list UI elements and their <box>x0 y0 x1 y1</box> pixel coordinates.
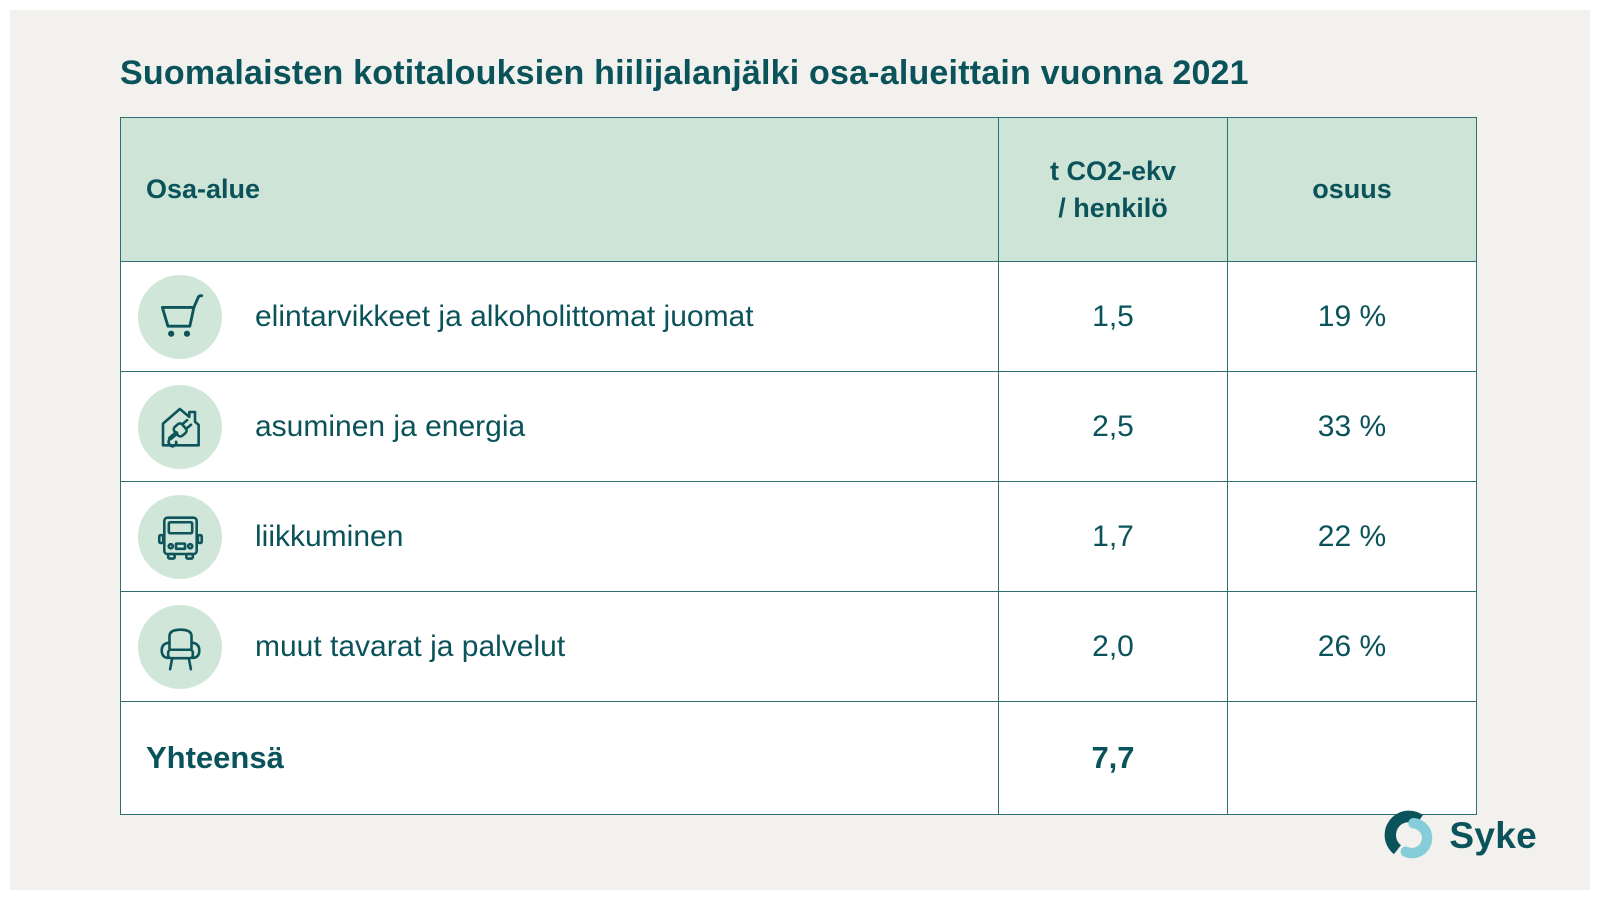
area-cell: liikkuminen <box>121 482 998 591</box>
share-cell: 19 % <box>1227 262 1476 371</box>
table-row-total: Yhteensä 7,7 <box>121 701 1476 814</box>
syke-logo-icon <box>1384 810 1433 859</box>
value-cell: 1,5 <box>998 262 1227 371</box>
header-osa-alue: Osa-alue <box>121 118 998 261</box>
total-label: Yhteensä <box>146 740 284 775</box>
page-content: Suomalaisten kotitalouksien hiilijalanjä… <box>10 10 1590 815</box>
page-background: Suomalaisten kotitalouksien hiilijalanjä… <box>10 10 1590 890</box>
area-cell: elintarvikkeet ja alkoholittomat juomat <box>121 262 998 371</box>
table-row-housing: asuminen ja energia 2,5 33 % <box>121 371 1476 481</box>
share-value: 19 % <box>1317 299 1387 333</box>
syke-logo-text: Syke <box>1449 815 1537 856</box>
total-label-cell: Yhteensä <box>121 702 998 814</box>
table-header-row: Osa-alue t CO2-ekv / henkilö osuus <box>121 118 1476 261</box>
per-person-value: 1,7 <box>1092 519 1134 553</box>
header-per-person-label: t CO2-ekv / henkilö <box>1049 156 1177 223</box>
page-title: Suomalaisten kotitalouksien hiilijalanjä… <box>120 54 1249 92</box>
row-label: elintarvikkeet ja alkoholittomat juomat <box>255 299 754 333</box>
armchair-icon <box>138 604 222 689</box>
share-cell: 33 % <box>1227 372 1476 481</box>
total-per-person-value: 7,7 <box>1091 740 1135 775</box>
per-person-value: 2,0 <box>1092 629 1134 663</box>
row-label: asuminen ja energia <box>255 409 526 443</box>
header-osuus-label: osuus <box>1312 174 1392 204</box>
share-cell: 22 % <box>1227 482 1476 591</box>
syke-logo: Syke <box>1381 807 1537 865</box>
value-cell: 2,5 <box>998 372 1227 481</box>
shopping-cart-icon <box>138 274 222 359</box>
share-value: 22 % <box>1317 519 1387 553</box>
table-row-food: elintarvikkeet ja alkoholittomat juomat … <box>121 261 1476 371</box>
per-person-value: 2,5 <box>1092 409 1134 443</box>
house-energy-icon <box>138 384 222 469</box>
carbon-footprint-table: Osa-alue t CO2-ekv / henkilö osuus <box>120 117 1477 815</box>
row-label: liikkuminen <box>255 519 404 553</box>
bus-icon <box>138 494 222 579</box>
header-osa-alue-label: Osa-alue <box>146 174 261 204</box>
share-value: 33 % <box>1317 409 1387 443</box>
table-row-goods: muut tavarat ja palvelut 2,0 26 % <box>121 591 1476 701</box>
share-cell: 26 % <box>1227 592 1476 701</box>
total-share-cell <box>1227 702 1476 814</box>
row-label: muut tavarat ja palvelut <box>255 629 566 663</box>
area-cell: muut tavarat ja palvelut <box>121 592 998 701</box>
value-cell: 1,7 <box>998 482 1227 591</box>
value-cell: 2,0 <box>998 592 1227 701</box>
header-osuus: osuus <box>1227 118 1476 261</box>
area-cell: asuminen ja energia <box>121 372 998 481</box>
header-per-person: t CO2-ekv / henkilö <box>998 118 1227 261</box>
share-value: 26 % <box>1317 629 1387 663</box>
total-value-cell: 7,7 <box>998 702 1227 814</box>
per-person-value: 1,5 <box>1092 299 1134 333</box>
table-row-mobility: liikkuminen 1,7 22 % <box>121 481 1476 591</box>
